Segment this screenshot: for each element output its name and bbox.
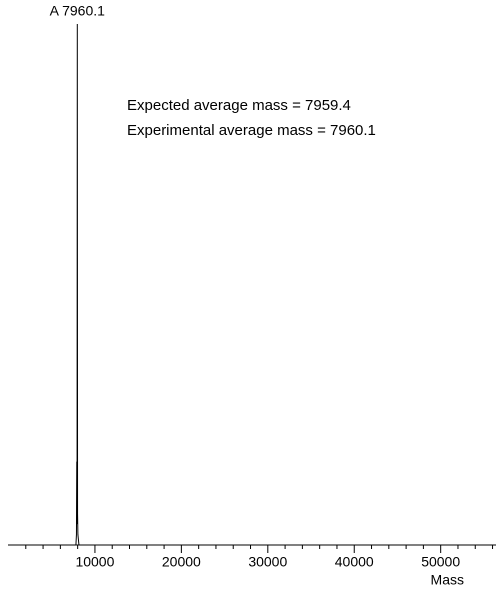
x-tick-label: 30000 [248,554,287,570]
peak-label: A 7960.1 [50,3,105,19]
annotation: Experimental average mass = 7960.1 [127,122,376,139]
x-tick-label: 50000 [421,554,460,570]
annotation: Expected average mass = 7959.4 [127,97,351,114]
x-tick-label: 20000 [162,554,201,570]
spectrum-line [8,23,496,546]
x-tick-label: 40000 [335,554,374,570]
x-axis-label: Mass [431,572,464,588]
x-tick-label: 10000 [75,554,114,570]
